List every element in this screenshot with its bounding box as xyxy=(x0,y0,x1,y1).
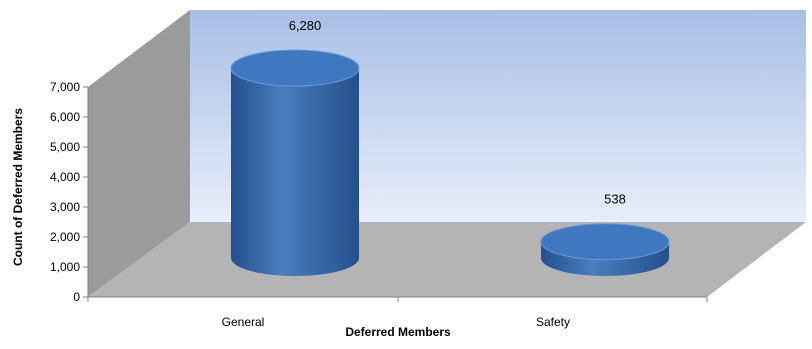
y-tick-label: 4,000 xyxy=(50,170,80,184)
y-tick-label: 6,000 xyxy=(50,110,80,124)
bar-top xyxy=(230,49,360,87)
bar-body xyxy=(231,68,359,276)
y-tick-label: 2,000 xyxy=(50,230,80,244)
data-label: 538 xyxy=(604,192,626,207)
x-axis-title: Deferred Members xyxy=(345,325,451,339)
data-labels: 6,280 538 xyxy=(289,18,626,207)
x-axis-ticks: General Safety xyxy=(87,297,708,329)
bar-safety xyxy=(540,223,670,276)
x-tick-label: Safety xyxy=(536,315,570,329)
bar-top xyxy=(540,223,670,261)
x-tick-label: General xyxy=(222,315,265,329)
y-tick-label: 5,000 xyxy=(50,140,80,154)
y-tick-label: 3,000 xyxy=(50,200,80,214)
y-axis-title: Count of Deferred Members xyxy=(11,108,25,266)
bars xyxy=(230,49,670,276)
data-label: 6,280 xyxy=(289,18,322,33)
side-wall xyxy=(88,10,190,297)
y-axis-ticks: 0 1,000 2,000 3,000 4,000 5,000 6,000 7,000 xyxy=(50,80,88,304)
y-tick-label: 1,000 xyxy=(50,260,80,274)
y-tick-label: 0 xyxy=(73,290,80,304)
y-tick-label: 7,000 xyxy=(50,80,80,94)
bar-body xyxy=(541,241,669,276)
floor xyxy=(88,222,806,297)
bar-general xyxy=(230,49,360,276)
